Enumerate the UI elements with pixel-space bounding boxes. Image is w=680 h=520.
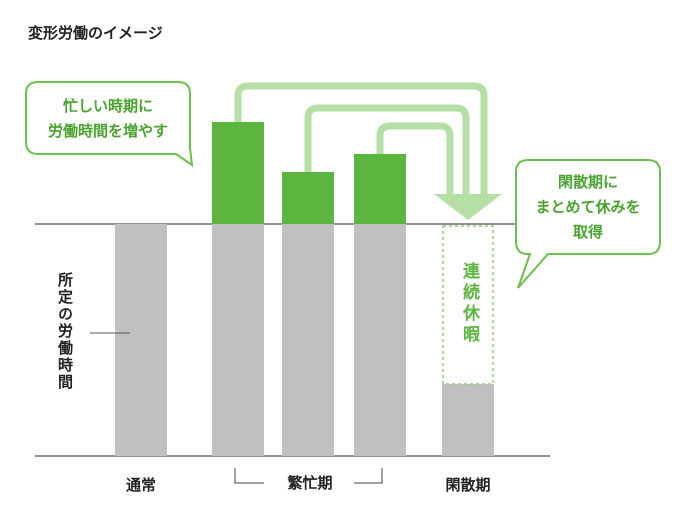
axis-label: 所定の労働時間 bbox=[56, 272, 74, 391]
bar-busy-2-base bbox=[282, 224, 334, 456]
busy-bracket-left bbox=[234, 468, 264, 484]
transfer-arrows bbox=[234, 82, 488, 196]
rest-box bbox=[442, 225, 494, 385]
callout-right-line-3: 取得 bbox=[572, 223, 603, 241]
bar-busy-1-base bbox=[212, 224, 264, 456]
callout-left-text: 忙しい時期に 労働時間を増やす bbox=[26, 94, 190, 144]
arrow-2 bbox=[304, 104, 470, 196]
bar-busy-2-extra bbox=[282, 172, 334, 224]
callout-right bbox=[515, 159, 661, 289]
category-busy: 繁忙期 bbox=[287, 474, 333, 492]
category-quiet: 閑散期 bbox=[445, 476, 491, 494]
bar-quiet-base bbox=[442, 384, 494, 456]
bar-normal bbox=[115, 224, 167, 456]
diagram-title: 変形労働のイメージ bbox=[28, 24, 163, 42]
callout-left-line-1: 忙しい時期に bbox=[62, 97, 153, 115]
arrow-3 bbox=[376, 122, 454, 196]
bar-busy-3-extra bbox=[354, 154, 406, 224]
callout-left bbox=[25, 81, 194, 168]
callout-left-line-2: 労働時間を増やす bbox=[47, 122, 168, 140]
arrow-head bbox=[434, 194, 502, 220]
bar-busy-1-extra bbox=[212, 122, 264, 224]
bar-busy-3-base bbox=[354, 224, 406, 456]
busy-bracket-right bbox=[354, 468, 383, 484]
callout-right-line-1: 閑散期に bbox=[557, 173, 618, 191]
rest-label: 連続休暇 bbox=[459, 262, 479, 346]
arrow-1 bbox=[234, 82, 488, 196]
callout-right-line-2: まとめて休みを bbox=[535, 198, 641, 216]
category-normal: 通常 bbox=[125, 476, 156, 494]
callout-right-text: 閑散期に まとめて休みを 取得 bbox=[516, 170, 660, 245]
